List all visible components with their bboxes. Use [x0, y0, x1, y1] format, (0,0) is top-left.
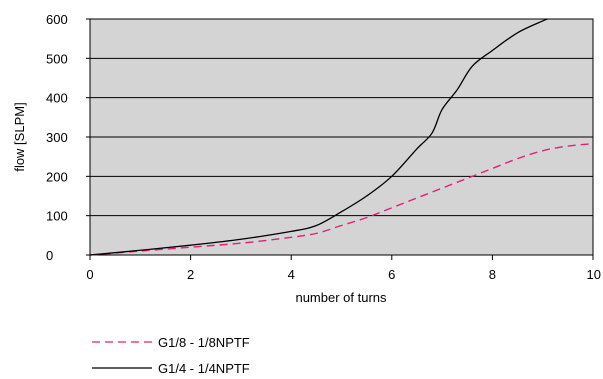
series-line-0 [89, 142, 594, 256]
x-tick-label: 0 [86, 267, 93, 282]
legend-label-g14: G1/4 - 1/4NPTF [158, 361, 250, 376]
y-axis-label: flow [SLPM] [12, 102, 27, 171]
grid-lines [90, 57, 593, 217]
y-tick-label: 300 [46, 130, 68, 145]
series-group [89, 18, 594, 256]
y-tick-label: 100 [46, 209, 68, 224]
x-tick-label: 6 [388, 267, 395, 282]
y-tick-label: 500 [46, 51, 68, 66]
x-tick-label: 8 [489, 267, 496, 282]
x-tick-label: 4 [288, 267, 295, 282]
legend-label-g18: G1/8 - 1/8NPTF [158, 335, 250, 350]
x-tick-labels: 0 2 4 6 8 10 [86, 255, 601, 282]
x-tick-label: 2 [187, 267, 194, 282]
x-tick-label: 10 [587, 267, 601, 282]
legend: G1/8 - 1/8NPTF G1/4 - 1/4NPTF [92, 335, 250, 376]
y-tick-label: 200 [46, 169, 68, 184]
y-tick-label: 600 [46, 12, 68, 27]
series-line-1 [89, 18, 548, 256]
x-axis-label: number of turns [295, 290, 387, 305]
y-tick-label: 0 [46, 248, 53, 263]
y-tick-labels: 0 100 200 300 400 500 600 [46, 12, 90, 263]
y-tick-label: 400 [46, 91, 68, 106]
